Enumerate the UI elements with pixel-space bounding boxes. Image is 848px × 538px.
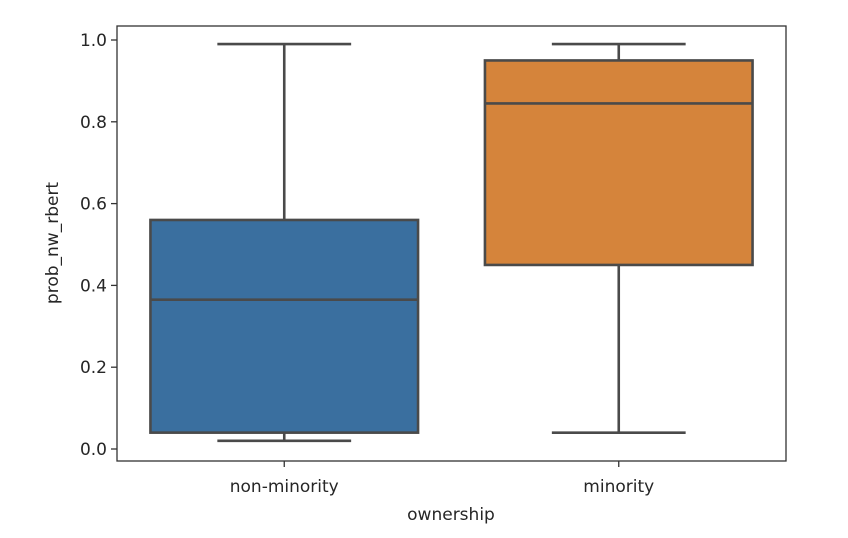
y-tick-label: 0.6 [80,195,107,215]
y-axis-label: prob_nw_rbert [43,182,63,305]
y-tick-label: 0.0 [80,440,107,460]
y-tick-label: 0.2 [80,358,107,378]
box-minority [483,42,754,434]
y-tick-label: 0.8 [80,113,107,133]
x-tick-label: non-minority [230,477,339,497]
box-non-minority [149,42,420,443]
iqr-box [149,218,420,434]
boxes-layer [149,42,754,443]
y-tick-label: 0.4 [80,276,107,296]
iqr-box [483,59,754,267]
y-axis-ticks: 0.0 0.2 0.4 0.6 0.8 1.0 [80,31,117,460]
y-tick-label: 1.0 [80,31,107,51]
plot-frame [116,25,787,462]
x-axis-label: ownership [407,505,495,525]
x-tick-label: minority [583,477,654,497]
x-axis-ticks: non-minority minority [230,461,654,497]
